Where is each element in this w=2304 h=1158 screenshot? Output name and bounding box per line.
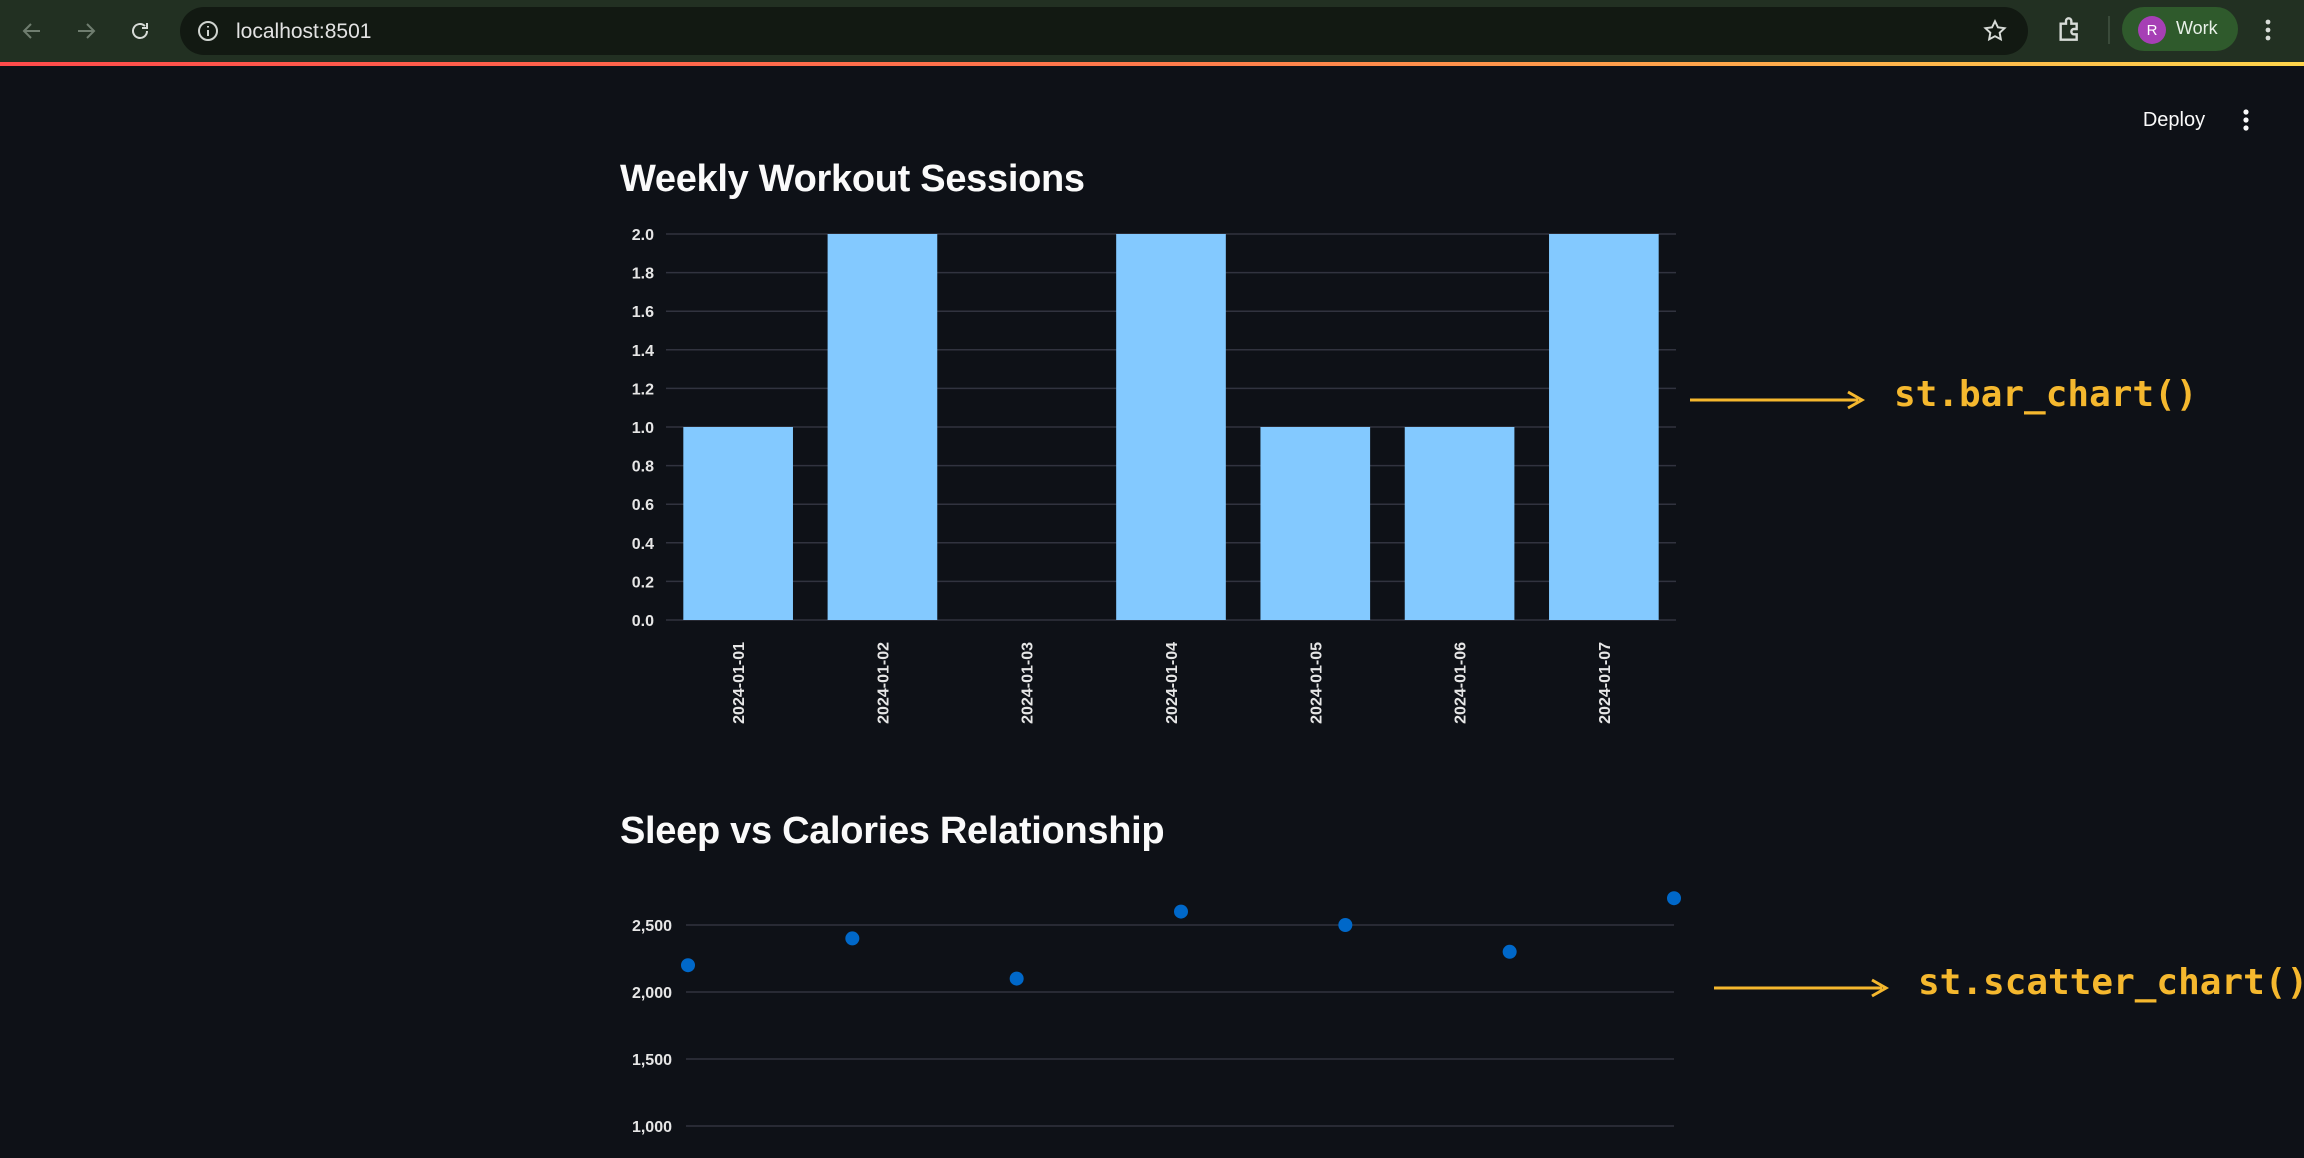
bar xyxy=(1260,427,1371,620)
profile-button[interactable]: R Work xyxy=(2122,7,2238,51)
site-info-icon[interactable] xyxy=(194,17,222,45)
arrow-icon xyxy=(1690,390,1866,410)
bar-chart: 0.0 0.2 0.4 0.6 0.8 1.0 1.2 1.4 1.6 1.8 2.0 2024-01… xyxy=(632,227,1676,724)
profile-label: Work xyxy=(2176,18,2218,38)
bookmark-star-icon[interactable] xyxy=(1982,18,2008,44)
forward-icon[interactable] xyxy=(68,13,104,49)
scatter-chart: 1,000 1,500 2,000 2,500 xyxy=(632,891,1681,1136)
streamlit-decoration-bar xyxy=(0,62,2304,66)
x-tick-label: 2024-01-05 xyxy=(1308,642,1325,724)
x-tick-label: 2024-01-03 xyxy=(1020,642,1037,724)
y-tick-label: 0.0 xyxy=(632,613,654,630)
y-tick-label: 0.8 xyxy=(632,459,654,476)
y-tick-label: 2,000 xyxy=(632,985,672,1002)
y-tick-label: 0.4 xyxy=(632,536,654,553)
y-tick-label: 1,000 xyxy=(632,1119,672,1136)
x-tick-label: 2024-01-06 xyxy=(1453,642,1470,724)
y-tick-label: 0.6 xyxy=(632,497,654,514)
toolbar-divider xyxy=(2108,16,2110,44)
x-tick-label: 2024-01-07 xyxy=(1597,642,1614,724)
x-tick-label: 2024-01-04 xyxy=(1164,642,1181,724)
browser-toolbar: localhost:8501 R Work xyxy=(0,0,2304,62)
address-bar[interactable]: localhost:8501 xyxy=(180,7,2028,55)
bar-chart-title: Weekly Workout Sessions xyxy=(620,158,1085,200)
y-tick-label: 1.4 xyxy=(632,343,654,360)
y-tick-label: 1,500 xyxy=(632,1052,672,1069)
bar xyxy=(1549,234,1659,620)
scatter-point xyxy=(681,958,695,973)
bar xyxy=(1116,234,1226,620)
y-tick-label: 2.0 xyxy=(632,227,654,244)
scatter-point xyxy=(1502,944,1517,959)
x-tick-label: 2024-01-01 xyxy=(731,642,748,724)
app-menu-icon[interactable] xyxy=(2234,104,2258,136)
scatter-point xyxy=(1667,891,1681,906)
bar xyxy=(827,234,938,620)
url-text: localhost:8501 xyxy=(236,20,372,43)
x-tick-label: 2024-01-02 xyxy=(875,642,892,724)
y-tick-label: 1.8 xyxy=(632,266,654,283)
scatter-point xyxy=(1338,918,1353,932)
avatar: R xyxy=(2138,16,2166,44)
deploy-button[interactable]: Deploy xyxy=(2142,108,2206,131)
extensions-icon[interactable] xyxy=(2054,13,2086,45)
y-tick-label: 0.2 xyxy=(632,574,654,591)
bar xyxy=(1404,427,1515,620)
scatter-point xyxy=(1009,971,1024,986)
y-tick-label: 1.6 xyxy=(632,304,654,321)
y-tick-label: 1.0 xyxy=(632,420,654,437)
arrow-icon xyxy=(1714,978,1890,998)
back-icon[interactable] xyxy=(14,13,50,49)
bar-chart-annotation: st.bar_chart() xyxy=(1894,374,2198,415)
scatter-point xyxy=(1174,904,1188,919)
scatter-chart-title: Sleep vs Calories Relationship xyxy=(620,810,1165,852)
scatter-chart-annotation: st.scatter_chart() xyxy=(1918,962,2304,1003)
y-tick-label: 1.2 xyxy=(632,381,654,398)
bar xyxy=(683,427,793,620)
y-tick-label: 2,500 xyxy=(632,918,672,935)
scatter-point xyxy=(845,931,860,946)
reload-icon[interactable] xyxy=(122,13,158,49)
browser-menu-icon[interactable] xyxy=(2260,14,2276,46)
